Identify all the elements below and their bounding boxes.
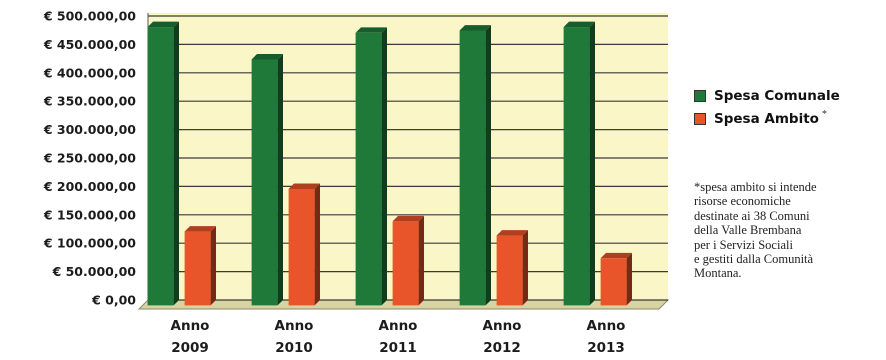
bar <box>288 188 315 306</box>
bar <box>563 27 590 306</box>
bar-side <box>381 27 387 306</box>
y-tick-label: € 100.000,00 <box>43 236 136 251</box>
x-tick-label: Anno 2012 <box>483 318 522 356</box>
y-tick-label: € 400.000,00 <box>43 65 136 80</box>
bar <box>392 221 419 306</box>
legend-item-spesa-comunale: Spesa Comunale <box>694 88 840 104</box>
y-tick-label: € 250.000,00 <box>43 151 136 166</box>
footnote-line: per i Servizi Sociali <box>694 237 793 252</box>
bar-side <box>418 215 424 306</box>
bar-top <box>288 183 320 189</box>
legend-label-spesa-comunale: Spesa Comunale <box>714 88 840 104</box>
footnote-line: Montana. <box>694 266 742 281</box>
chart-legend: Spesa Comunale Spesa Ambito * <box>694 88 840 134</box>
bar-side <box>173 21 179 306</box>
bar-side <box>314 183 320 306</box>
x-tick-label: Anno 2013 <box>587 318 626 356</box>
bar-side <box>485 25 491 306</box>
bar-top <box>251 54 283 60</box>
y-tick-label: € 350.000,00 <box>43 94 136 109</box>
legend-swatch-spesa-ambito <box>694 113 706 125</box>
bar-top <box>392 215 424 222</box>
bar-side <box>210 226 216 306</box>
bar-side <box>589 21 595 306</box>
footnote: *spesa ambito si intende risorse economi… <box>694 180 884 281</box>
y-tick-label: € 500.000,00 <box>43 9 136 24</box>
bar <box>147 27 174 306</box>
legend-label-spesa-ambito: Spesa Ambito <box>714 111 819 127</box>
bar-top <box>459 25 491 31</box>
bar <box>459 30 486 306</box>
bar <box>600 258 627 306</box>
bar-top <box>563 21 595 28</box>
legend-footnote-mark: * <box>821 108 827 120</box>
bar <box>251 59 278 306</box>
bar-chart: € 0,00 € 50.000,00 € 100.000,00 € 150.000,0… <box>43 9 670 356</box>
bar <box>184 231 211 306</box>
y-tick-label: € 300.000,00 <box>43 122 136 137</box>
y-tick-label: € 50.000,00 <box>52 264 137 279</box>
bar <box>355 32 382 306</box>
legend-item-spesa-ambito: Spesa Ambito * <box>694 108 840 127</box>
bar-side <box>522 230 528 306</box>
legend-swatch-spesa-comunale <box>694 90 706 102</box>
footnote-line: della Valle Brembana <box>694 223 802 238</box>
x-tick-label: Anno 2011 <box>379 318 418 356</box>
x-tick-label: Anno 2010 <box>275 318 314 356</box>
footnote-line: *spesa ambito si intende <box>694 180 817 194</box>
bar-top <box>496 230 528 236</box>
footnote-line: risorse economiche <box>694 194 791 209</box>
bar-top <box>147 21 179 28</box>
bar-top <box>355 27 387 33</box>
bar <box>496 235 523 306</box>
y-tick-label: € 200.000,00 <box>43 179 136 194</box>
y-tick-label: € 450.000,00 <box>43 37 136 52</box>
footnote-line: destinate ai 38 Comuni <box>694 208 810 223</box>
y-tick-label: € 150.000,00 <box>43 207 136 222</box>
footnote-line: e gestiti dalla Comunità <box>694 252 814 267</box>
bar-top <box>184 226 216 232</box>
y-tick-label: € 0,00 <box>91 293 136 308</box>
bar-side <box>626 252 632 306</box>
bar-top <box>600 252 632 259</box>
x-tick-label: Anno 2009 <box>171 318 210 356</box>
bar-side <box>277 54 283 306</box>
